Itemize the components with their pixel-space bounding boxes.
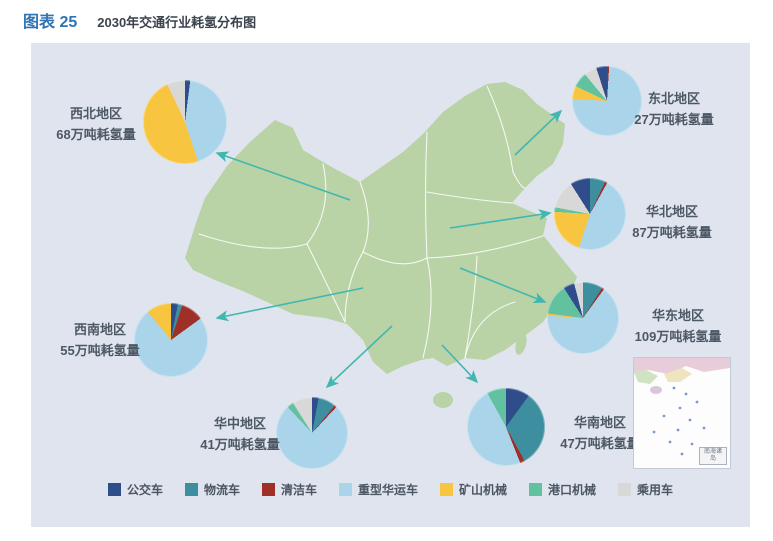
region-amount: 47万吨耗氢量	[560, 436, 640, 451]
legend-label: 乘用车	[637, 483, 674, 497]
legend-swatch-bus	[107, 483, 121, 496]
legend-label: 港口机械	[548, 483, 597, 497]
legend-item-logistics: 物流车	[184, 481, 240, 498]
region-label-southwest: 西南地区 55万吨耗氢量	[35, 319, 165, 361]
region-name: 华东地区	[651, 308, 704, 323]
legend-swatch-logistics	[184, 483, 198, 496]
legend-label: 清洁车	[280, 483, 317, 497]
legend-label: 重型华运车	[357, 483, 418, 497]
chart-legend: 公交车 物流车 清洁车 重型华运车 矿山机械 港口机械	[31, 481, 750, 498]
region-label-east: 华东地区 109万吨耗氢量	[613, 305, 743, 347]
region-name: 西南地区	[73, 322, 126, 337]
region-label-south: 华南地区 47万吨耗氢量	[535, 412, 665, 454]
legend-item-port: 港口机械	[529, 481, 596, 498]
inset-label: 南海诸岛	[699, 447, 727, 465]
chart-panel: 西北地区 68万吨耗氢量 东北地区 27万吨耗氢量 华北地区 87万吨耗氢量 华…	[31, 43, 750, 527]
figure-title-bar: 图表 25 2030年交通行业耗氢分布图	[23, 8, 256, 32]
region-label-central: 华中地区 41万吨耗氢量	[175, 413, 305, 455]
region-amount: 68万吨耗氢量	[56, 127, 136, 142]
legend-item-cleaning: 清洁车	[261, 481, 317, 498]
legend-label: 物流车	[203, 483, 240, 497]
legend-label: 矿山机械	[459, 483, 508, 497]
figure-title: 2030年交通行业耗氢分布图	[97, 15, 257, 30]
region-label-northeast: 东北地区 27万吨耗氢量	[609, 88, 739, 130]
region-amount: 55万吨耗氢量	[60, 343, 140, 358]
region-amount: 109万吨耗氢量	[634, 329, 722, 344]
region-name: 华北地区	[645, 204, 698, 219]
pie-chart-southwest	[134, 303, 208, 377]
legend-item-mining: 矿山机械	[440, 481, 507, 498]
region-name: 东北地区	[647, 91, 700, 106]
legend-label: 公交车	[126, 483, 163, 497]
legend-swatch-cleaning	[261, 483, 275, 496]
legend-item-heavy-truck: 重型华运车	[338, 481, 418, 498]
south-china-sea-inset: 南海诸岛	[633, 357, 731, 469]
legend-item-passenger: 乘用车	[618, 481, 673, 498]
figure-number: 图表 25	[23, 14, 78, 31]
legend-swatch-passenger	[618, 483, 632, 496]
inset-map-graphic	[634, 358, 730, 468]
pie-chart-north	[554, 178, 626, 250]
region-label-north: 华北地区 87万吨耗氢量	[607, 201, 737, 243]
legend-swatch-heavy-truck	[338, 483, 352, 496]
region-amount: 27万吨耗氢量	[634, 112, 714, 127]
legend-swatch-mining	[440, 483, 453, 496]
hainan-island	[433, 392, 453, 408]
pie-chart-northwest	[143, 80, 227, 164]
legend-swatch-port	[529, 483, 543, 496]
region-name: 西北地区	[69, 106, 122, 121]
pie-chart-northeast	[572, 66, 642, 136]
region-amount: 41万吨耗氢量	[200, 437, 280, 452]
region-amount: 87万吨耗氢量	[632, 225, 712, 240]
taiwan-island	[515, 333, 527, 355]
pie-chart-east	[547, 282, 619, 354]
region-label-northwest: 西北地区 68万吨耗氢量	[31, 103, 161, 145]
china-mainland-shape	[185, 82, 577, 374]
region-name: 华中地区	[213, 416, 266, 431]
pie-chart-south	[467, 388, 545, 466]
region-name: 华南地区	[573, 415, 626, 430]
legend-item-bus: 公交车	[107, 481, 163, 498]
pie-chart-central	[276, 397, 348, 469]
china-map	[185, 82, 577, 408]
